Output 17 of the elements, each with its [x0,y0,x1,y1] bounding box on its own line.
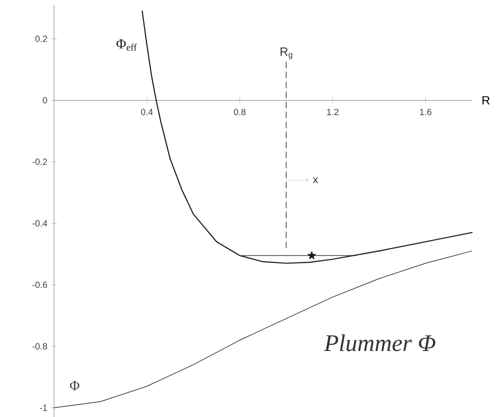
x-tick-label: 0.4 [141,108,153,116]
y-tick-label: -0.2 [32,158,48,165]
x-axis-title: R [482,96,490,104]
y-tick-label: 0.2 [35,36,48,42]
annotation: x [312,177,318,184]
y-tick-label: -1 [40,404,48,411]
y-tick-label: -0.4 [32,220,48,226]
series-label: Φ [70,381,80,390]
annotation: R$_{g}$ [280,47,292,60]
annotation: Plummer Φ [324,334,436,352]
y-tick-label: -0.6 [32,282,48,288]
y-tick-label: -0.8 [32,343,48,350]
x-tick-label: 1.2 [327,108,338,116]
x-tick-label: 0.8 [234,108,246,116]
series-label: Φ$_{eff}$ [116,39,137,51]
y-tick-label: 0 [42,97,48,104]
x-tick-label: 1.6 [420,108,432,116]
